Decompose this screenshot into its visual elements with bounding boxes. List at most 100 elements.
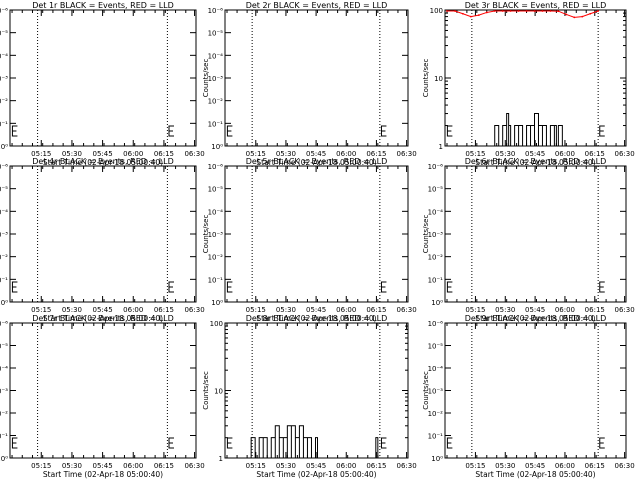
x-tick-label: 06:00: [555, 150, 575, 158]
event-marker-glyph: [380, 125, 387, 137]
data-point: [517, 10, 520, 12]
y-tick-label: 10⁻⁶: [0, 320, 8, 328]
event-marker-glyph: [599, 437, 605, 449]
data-series-1: [247, 425, 379, 459]
y-tick-label: 10⁻⁵: [428, 343, 444, 351]
event-marker-glyph: [11, 437, 18, 449]
panel-det-5: Det 5r BLACK = Events, RED = LLD 10⁰ 10⁻¹ 1…: [202, 157, 417, 323]
plot-frame: [224, 165, 409, 303]
panel-title: Det 3r BLACK = Events, RED = LLD: [465, 1, 607, 10]
y-axis-label: Counts/sec: [202, 371, 210, 410]
x-tick-label: 06:15: [585, 306, 605, 314]
y-tick-label: 10⁻³: [0, 231, 8, 239]
panel-det-3: Det 3r BLACK = Events, RED = LLD 1 10 100 Co…: [422, 1, 635, 167]
y-axis-label: Counts/sec: [202, 215, 210, 254]
y-tick-label: 10: [434, 75, 443, 83]
x-tick-label: 05:30: [495, 462, 515, 470]
x-tick-label: 06:30: [396, 150, 416, 158]
x-tick-label: 06:15: [366, 150, 386, 158]
event-marker-glyph: [380, 281, 387, 293]
event-marker-glyph: [599, 281, 605, 293]
panel-det-2: Det 2r BLACK = Events, RED = LLD 10⁰ 10⁻¹ 1…: [202, 1, 417, 167]
data-point: [573, 16, 576, 19]
y-tick-label: 10⁻⁵: [0, 30, 8, 38]
x-tick-label: 05:45: [525, 150, 545, 158]
panel-title: Det 2r BLACK = Events, RED = LLD: [246, 1, 388, 10]
x-tick-label: 05:30: [495, 306, 515, 314]
panel-title: Det 8r BLACK = Events, RED = LLD: [246, 314, 388, 323]
event-marker-glyph: [11, 125, 18, 137]
x-tick-label: 06:30: [184, 306, 204, 314]
y-tick-label: 10⁰: [211, 299, 223, 307]
plot-frame: [9, 165, 197, 303]
x-axis-label: Start Time (02-Apr-18 05:00:40): [43, 314, 163, 323]
x-tick-label: 05:30: [62, 150, 82, 158]
x-tick-label: 06:15: [154, 306, 174, 314]
y-tick-label: 10: [214, 388, 223, 396]
y-tick-label: 10⁻⁵: [428, 186, 444, 194]
data-point: [589, 12, 592, 15]
panel-title: Det 7r BLACK = Events, RED = LLD: [32, 314, 174, 323]
x-tick-label: 06:00: [336, 150, 356, 158]
x-tick-label: 05:15: [31, 150, 51, 158]
data-series-2: [494, 113, 565, 147]
y-tick-label: 10⁻⁶: [208, 7, 224, 15]
panel-title: Det 4r BLACK = Events, RED = LLD: [32, 157, 174, 166]
y-tick-label: 10⁻²: [0, 410, 8, 418]
data-point: [454, 10, 456, 12]
panel-det-7: Det 7r BLACK = Events, RED = LLD 10⁰ 10⁻¹ 1…: [0, 314, 205, 479]
x-tick-label: 06:15: [366, 306, 386, 314]
x-tick-label: 05:15: [465, 150, 485, 158]
x-tick-label: 05:30: [62, 462, 82, 470]
y-tick-label: 10⁻⁴: [0, 365, 8, 373]
y-tick-label: 10⁻²: [428, 254, 444, 262]
data-point: [549, 10, 552, 12]
x-tick-label: 05:45: [92, 306, 112, 314]
x-tick-label: 06:15: [366, 462, 386, 470]
panel-title: Det 1r BLACK = Events, RED = LLD: [32, 1, 174, 10]
x-tick-label: 06:30: [615, 462, 635, 470]
y-tick-label: 10⁻¹: [208, 120, 224, 128]
x-tick-label: 05:15: [246, 462, 266, 470]
x-tick-label: 05:45: [525, 306, 545, 314]
x-tick-label: 05:45: [306, 462, 326, 470]
y-tick-label: 10⁰: [0, 143, 8, 151]
x-tick-label: 05:15: [246, 150, 266, 158]
x-tick-label: 06:30: [615, 306, 635, 314]
data-point: [541, 10, 544, 12]
x-tick-label: 06:00: [336, 462, 356, 470]
x-axis-label: Start Time (02-Apr-18 05:00:40): [43, 158, 163, 167]
x-axis-label: Start Time (02-Apr-18 05:00:40): [475, 158, 595, 167]
y-tick-label: 10⁰: [0, 455, 8, 463]
data-point: [597, 10, 600, 12]
y-tick-label: 10⁻¹: [0, 120, 8, 128]
y-tick-label: 10⁻²: [428, 410, 444, 418]
x-tick-label: 06:15: [585, 150, 605, 158]
event-marker-glyph: [226, 125, 233, 137]
data-point: [509, 10, 512, 12]
data-point: [485, 11, 488, 14]
x-tick-label: 06:00: [555, 306, 575, 314]
x-tick-label: 06:15: [585, 462, 605, 470]
x-tick-label: 05:45: [92, 462, 112, 470]
data-point: [477, 14, 480, 17]
y-tick-label: 1: [439, 143, 443, 151]
event-marker-glyph: [11, 281, 18, 293]
y-tick-label: 10⁻⁴: [428, 208, 444, 216]
panel-title: Det 5r BLACK = Events, RED = LLD: [246, 157, 388, 166]
event-marker-glyph: [380, 437, 387, 449]
event-marker-glyph: [168, 437, 174, 449]
y-tick-label: 10⁰: [431, 299, 443, 307]
data-series-1: [446, 10, 599, 18]
panel-title: Det 9r BLACK = Events, RED = LLD: [465, 314, 607, 323]
y-tick-label: 10⁻³: [208, 231, 224, 239]
x-tick-label: 06:30: [184, 462, 204, 470]
y-axis-label: Counts/sec: [202, 59, 210, 98]
data-point: [446, 10, 448, 12]
event-marker-glyph: [599, 125, 605, 137]
data-point: [525, 10, 528, 12]
x-tick-label: 06:15: [154, 462, 174, 470]
x-tick-label: 05:45: [306, 150, 326, 158]
x-tick-label: 06:00: [123, 462, 143, 470]
y-tick-label: 10⁻⁶: [0, 163, 8, 171]
